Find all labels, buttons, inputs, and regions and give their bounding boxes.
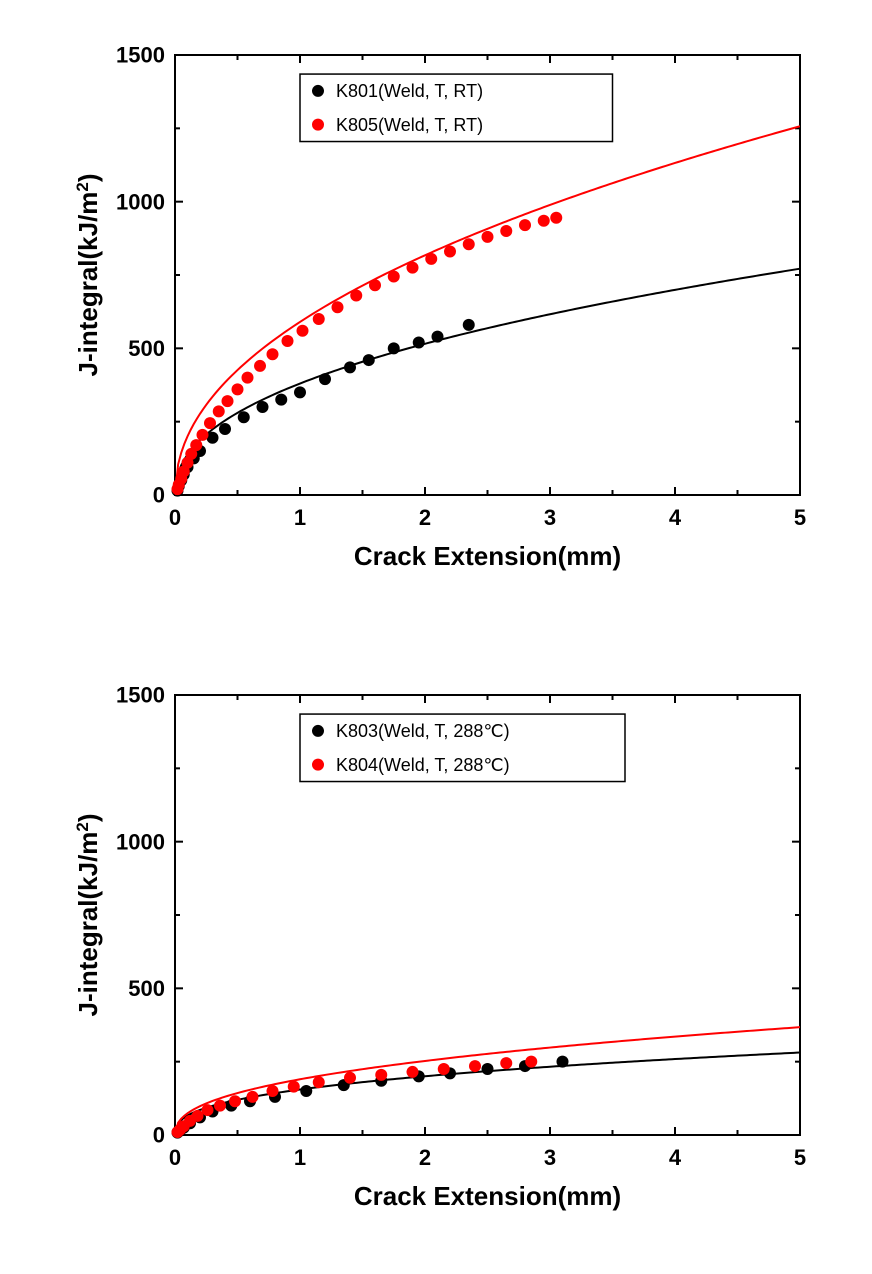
data-point <box>538 215 550 227</box>
y-axis-label: J-integral(kJ/m2) <box>73 813 104 1016</box>
data-point <box>267 1085 279 1097</box>
data-point <box>242 372 254 384</box>
data-point <box>369 279 381 291</box>
ytick-label: 500 <box>128 976 165 1001</box>
data-point <box>500 1057 512 1069</box>
data-point <box>275 394 287 406</box>
ytick-label: 0 <box>153 483 165 508</box>
data-point <box>388 270 400 282</box>
xtick-label: 5 <box>794 1145 806 1170</box>
data-point <box>319 373 331 385</box>
data-point <box>444 246 456 258</box>
data-point <box>332 301 344 313</box>
data-point <box>300 1085 312 1097</box>
xtick-label: 3 <box>544 1145 556 1170</box>
data-point <box>247 1091 259 1103</box>
data-point <box>288 1081 300 1093</box>
data-point <box>363 354 375 366</box>
xtick-label: 2 <box>419 505 431 530</box>
legend-marker <box>312 85 324 97</box>
legend-marker <box>312 119 324 131</box>
ytick-label: 1500 <box>116 43 165 68</box>
ytick-label: 1000 <box>116 829 165 854</box>
xtick-label: 2 <box>419 1145 431 1170</box>
xtick-label: 3 <box>544 505 556 530</box>
chart-bottom: 0 1 2 3 4 5 0 500 1000 1500 Crack Extension(mm) J-i… <box>60 660 820 1240</box>
x-axis-label: Crack Extension(mm) <box>354 1181 621 1211</box>
data-point <box>257 401 269 413</box>
data-point <box>388 342 400 354</box>
data-point <box>213 405 225 417</box>
data-point <box>469 1060 481 1072</box>
page: 012345050010001500Crack Extension(mm)J-i… <box>0 0 872 1274</box>
chart-svg: 0 1 2 3 4 5 0 500 1000 1500 Crack Extension(mm) J-i… <box>60 660 820 1240</box>
data-point <box>519 219 531 231</box>
data-point <box>550 212 562 224</box>
data-point <box>438 1063 450 1075</box>
data-point <box>204 417 216 429</box>
data-point <box>294 386 306 398</box>
xtick-label: 0 <box>169 1145 181 1170</box>
data-point <box>407 1066 419 1078</box>
data-point <box>282 335 294 347</box>
xtick-label: 1 <box>294 1145 306 1170</box>
data-point <box>254 360 266 372</box>
data-point <box>463 319 475 331</box>
data-point <box>267 348 279 360</box>
data-point <box>482 231 494 243</box>
data-point <box>192 1110 204 1122</box>
x-axis-label: Crack Extension(mm) <box>354 541 621 571</box>
legend-marker <box>312 725 324 737</box>
data-point <box>344 1072 356 1084</box>
xtick-label: 5 <box>794 505 806 530</box>
data-point <box>463 238 475 250</box>
xtick-label: 0 <box>169 505 181 530</box>
data-point <box>313 1076 325 1088</box>
data-point <box>407 262 419 274</box>
legend-label: K803(Weld, T, 288℃) <box>336 721 510 741</box>
legend-label: K801(Weld, T, RT) <box>336 81 483 101</box>
legend-label: K805(Weld, T, RT) <box>336 115 483 135</box>
data-point <box>350 290 362 302</box>
xtick-label: 1 <box>294 505 306 530</box>
data-point <box>413 336 425 348</box>
data-point <box>297 325 309 337</box>
data-point <box>375 1069 387 1081</box>
data-point <box>425 253 437 265</box>
data-point <box>432 331 444 343</box>
xtick-label: 4 <box>669 505 682 530</box>
xtick-label: 4 <box>669 1145 682 1170</box>
data-point <box>238 411 250 423</box>
data-point <box>525 1056 537 1068</box>
y-axis-label: J-integral(kJ/m2) <box>73 173 104 376</box>
data-point <box>313 313 325 325</box>
ytick-label: 500 <box>128 336 165 361</box>
data-point <box>197 429 209 441</box>
data-point <box>190 439 202 451</box>
chart-svg: 0 1 2 3 4 5 0 500 1000 1500 Crack Extension(mm) J-i… <box>60 20 820 600</box>
ytick-label: 0 <box>153 1123 165 1148</box>
chart-top: 0 1 2 3 4 5 0 500 1000 1500 Crack Extension(mm) J-i… <box>60 20 820 600</box>
legend-label: K804(Weld, T, 288℃) <box>336 755 510 775</box>
data-point <box>202 1104 214 1116</box>
ytick-label: 1000 <box>116 189 165 214</box>
data-point <box>232 383 244 395</box>
ytick-label: 1500 <box>116 683 165 708</box>
legend-marker <box>312 759 324 771</box>
data-point <box>229 1095 241 1107</box>
data-point <box>214 1100 226 1112</box>
data-point <box>500 225 512 237</box>
data-point <box>222 395 234 407</box>
data-point <box>219 423 231 435</box>
data-point <box>557 1056 569 1068</box>
data-point <box>344 361 356 373</box>
data-point <box>482 1063 494 1075</box>
